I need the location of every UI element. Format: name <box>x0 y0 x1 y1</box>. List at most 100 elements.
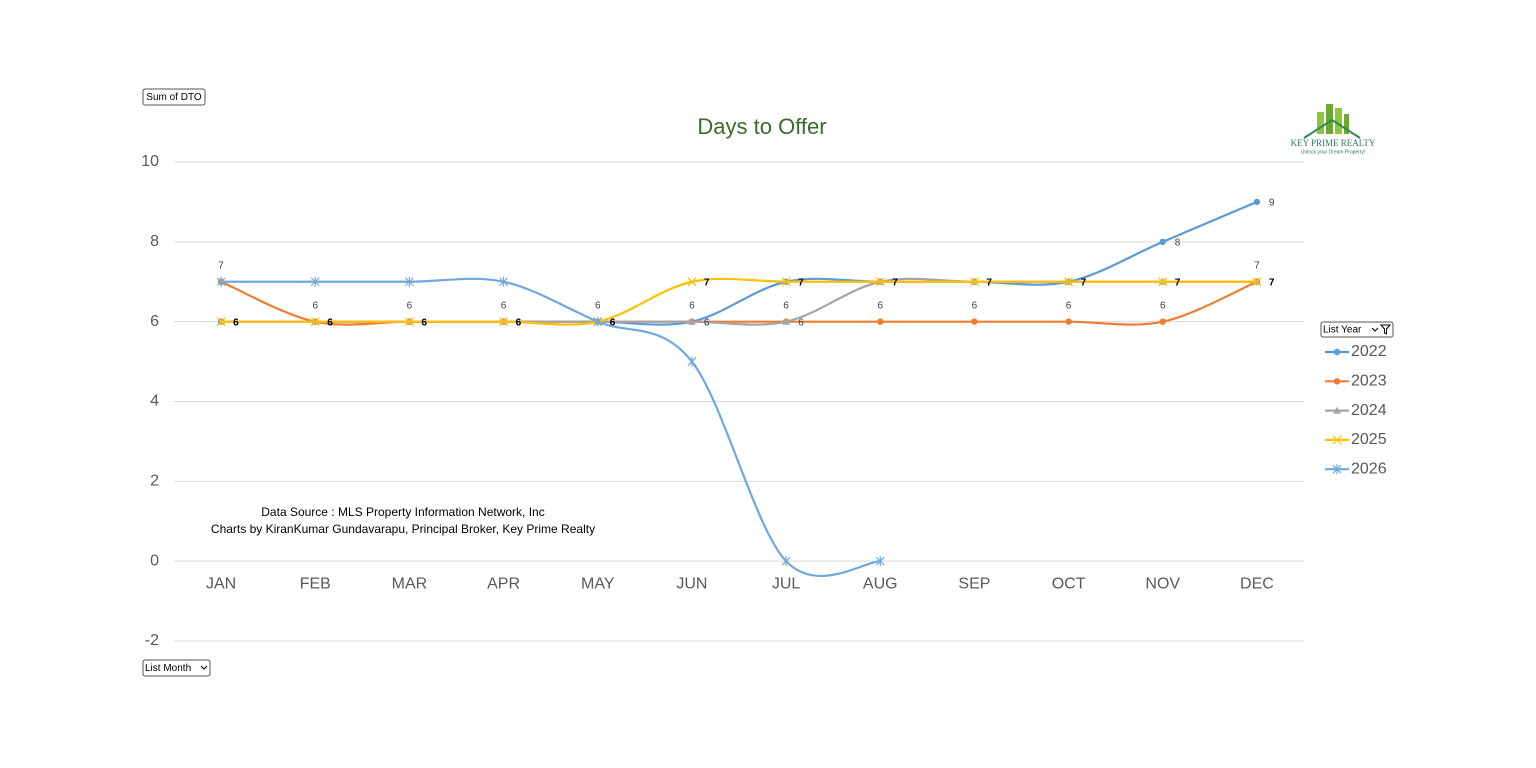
point <box>687 356 697 367</box>
data-label: 8 <box>1175 237 1181 248</box>
data-label: 7 <box>1081 277 1087 288</box>
data-label: 6 <box>877 300 883 311</box>
data-label: 7 <box>798 277 804 288</box>
legend-marker <box>1333 348 1341 356</box>
legend-marker <box>1332 464 1342 475</box>
point <box>1252 277 1262 287</box>
legend-label: 2026 <box>1351 460 1387 477</box>
data-label: 7 <box>218 260 224 271</box>
data-label: 6 <box>610 317 616 328</box>
y-tick-label: 6 <box>150 313 159 330</box>
point <box>1064 277 1074 287</box>
y-tick-label: 4 <box>150 393 159 410</box>
data-label: 6 <box>610 317 616 328</box>
data-label: 6 <box>704 317 710 328</box>
line <box>219 200 1259 326</box>
data-label: 6 <box>421 317 427 328</box>
line <box>219 277 882 577</box>
x-tick-label: MAR <box>392 575 428 592</box>
data-label: 6 <box>1160 300 1166 311</box>
series <box>216 276 885 577</box>
y-tick-label: 10 <box>141 153 159 170</box>
logo-name: KEY PRIME REALTY <box>1291 138 1376 148</box>
legend-label: 2022 <box>1351 343 1387 360</box>
data-label: 6 <box>233 317 239 328</box>
data-label: 6 <box>407 300 413 311</box>
point <box>310 317 320 327</box>
point <box>782 317 791 325</box>
data-label: 7 <box>798 277 804 288</box>
y-tick-label: 8 <box>150 233 159 250</box>
x-tick-label: MAY <box>581 575 615 592</box>
line <box>219 280 1259 326</box>
point <box>1159 238 1166 246</box>
logo: KEY PRIME REALTY Unlock your Dream Prope… <box>1291 104 1376 155</box>
data-label: 7 <box>1269 277 1275 288</box>
data-label: 6 <box>327 317 333 328</box>
data-label: 7 <box>986 277 992 288</box>
point <box>687 277 697 287</box>
axis-field-button[interactable] <box>142 659 211 677</box>
data-label: 6 <box>421 317 427 328</box>
filter-icon <box>1371 324 1392 335</box>
y-tick-label: -2 <box>145 632 159 649</box>
point <box>499 317 509 327</box>
data-label: 7 <box>1269 277 1275 288</box>
value-field-button[interactable] <box>142 88 206 106</box>
data-label: 6 <box>689 300 695 311</box>
logo-shape <box>1326 104 1333 134</box>
x-tick-label: SEP <box>958 575 990 592</box>
point <box>1065 318 1072 325</box>
data-label: 7 <box>892 277 898 288</box>
point <box>1158 277 1168 287</box>
point <box>310 276 320 287</box>
logo-tagline: Unlock your Dream Property! <box>1301 149 1365 155</box>
logo-shape <box>1335 108 1342 134</box>
data-label: 9 <box>1269 198 1275 209</box>
logo-shape <box>1317 112 1324 134</box>
x-tick-label: JAN <box>206 575 236 592</box>
annotation: Charts by KiranKumar Gundavarapu, Princi… <box>211 522 595 536</box>
legend-label: 2024 <box>1351 402 1387 419</box>
data-label: 6 <box>610 317 616 328</box>
data-label: 7 <box>1081 277 1087 288</box>
point <box>499 276 509 287</box>
button-label: Sum of DTO <box>146 92 202 103</box>
data-label: 6 <box>233 317 239 328</box>
data-label: 7 <box>892 277 898 288</box>
data-label: 6 <box>972 300 978 311</box>
legend-label: 2025 <box>1351 431 1387 448</box>
legend-field-button[interactable] <box>1320 321 1394 338</box>
data-label: 6 <box>783 300 789 311</box>
chart-title: Days to Offer <box>697 114 826 139</box>
data-label: 7 <box>986 277 992 288</box>
point <box>875 556 885 567</box>
point <box>877 318 884 325</box>
data-label: 6 <box>1066 300 1072 311</box>
x-tick-label: FEB <box>300 575 331 592</box>
data-label: 6 <box>421 317 427 328</box>
data-label: 7 <box>986 277 992 288</box>
point <box>971 318 978 325</box>
data-label: 7 <box>892 277 898 288</box>
x-tick-label: JUL <box>772 575 801 592</box>
point <box>216 276 226 287</box>
data-label: 6 <box>501 300 507 311</box>
button-label: List Month <box>145 663 191 674</box>
point <box>687 317 696 325</box>
data-label: 7 <box>1081 277 1087 288</box>
point <box>404 276 414 287</box>
x-tick-label: NOV <box>1145 575 1180 592</box>
legend-label: 2023 <box>1351 373 1387 390</box>
data-label: 6 <box>233 317 239 328</box>
point <box>875 277 885 287</box>
annotation: Data Source : MLS Property Information N… <box>261 505 544 519</box>
point <box>969 277 979 287</box>
logo-roof <box>1303 118 1361 139</box>
point <box>1159 318 1166 325</box>
point <box>216 317 226 327</box>
x-tick-label: OCT <box>1052 575 1086 592</box>
data-label: 6 <box>327 317 333 328</box>
logo-shape <box>1344 114 1349 134</box>
